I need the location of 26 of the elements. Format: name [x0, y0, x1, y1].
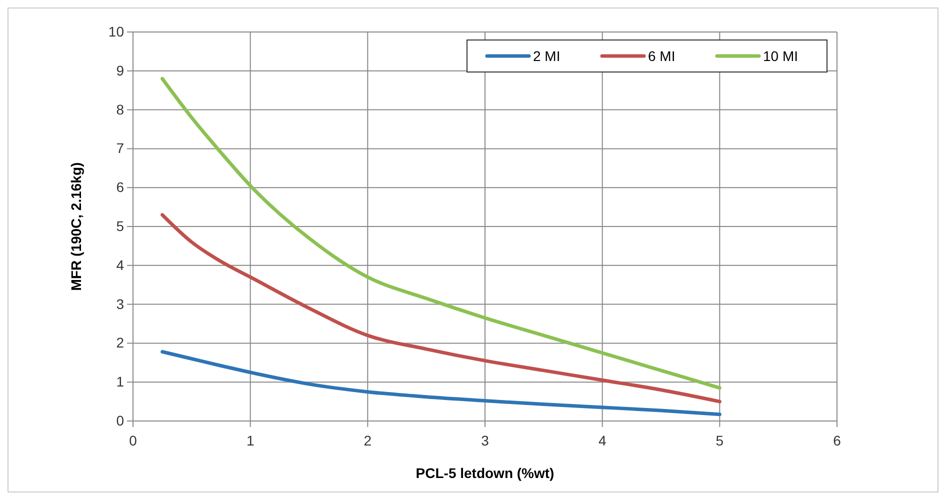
- y-tick-label: 10: [108, 23, 124, 40]
- x-axis-title: PCL-5 letdown (%wt): [416, 465, 554, 481]
- x-tick-label: 0: [129, 432, 138, 448]
- x-tick-label: 6: [833, 432, 842, 448]
- y-tick-label: 9: [116, 62, 124, 78]
- x-tick-label: 3: [481, 432, 490, 448]
- legend-label: 2 MI: [533, 48, 560, 64]
- x-tick-label: 2: [364, 432, 372, 448]
- x-tick-label: 5: [716, 432, 724, 448]
- legend-label: 10 MI: [763, 48, 798, 64]
- y-tick-label: 6: [116, 179, 124, 196]
- line-series: [160, 213, 722, 404]
- y-axis-title: MFR (190C, 2.16kg): [68, 162, 84, 291]
- y-tick-label: 1: [116, 374, 124, 390]
- y-tick-label: 4: [116, 256, 124, 273]
- y-tick-label: 8: [116, 101, 124, 118]
- y-tick-label: 0: [116, 412, 124, 428]
- x-tick-label: 4: [598, 432, 606, 448]
- line-series: [160, 350, 722, 416]
- y-tick-label: 3: [116, 296, 124, 312]
- y-tick-label: 7: [116, 140, 124, 156]
- line-series: [160, 76, 722, 390]
- y-tick-label: 5: [116, 218, 124, 234]
- x-tick-label: 1: [246, 432, 254, 448]
- legend-label: 6 MI: [648, 48, 676, 64]
- y-tick-label: 2: [116, 334, 124, 351]
